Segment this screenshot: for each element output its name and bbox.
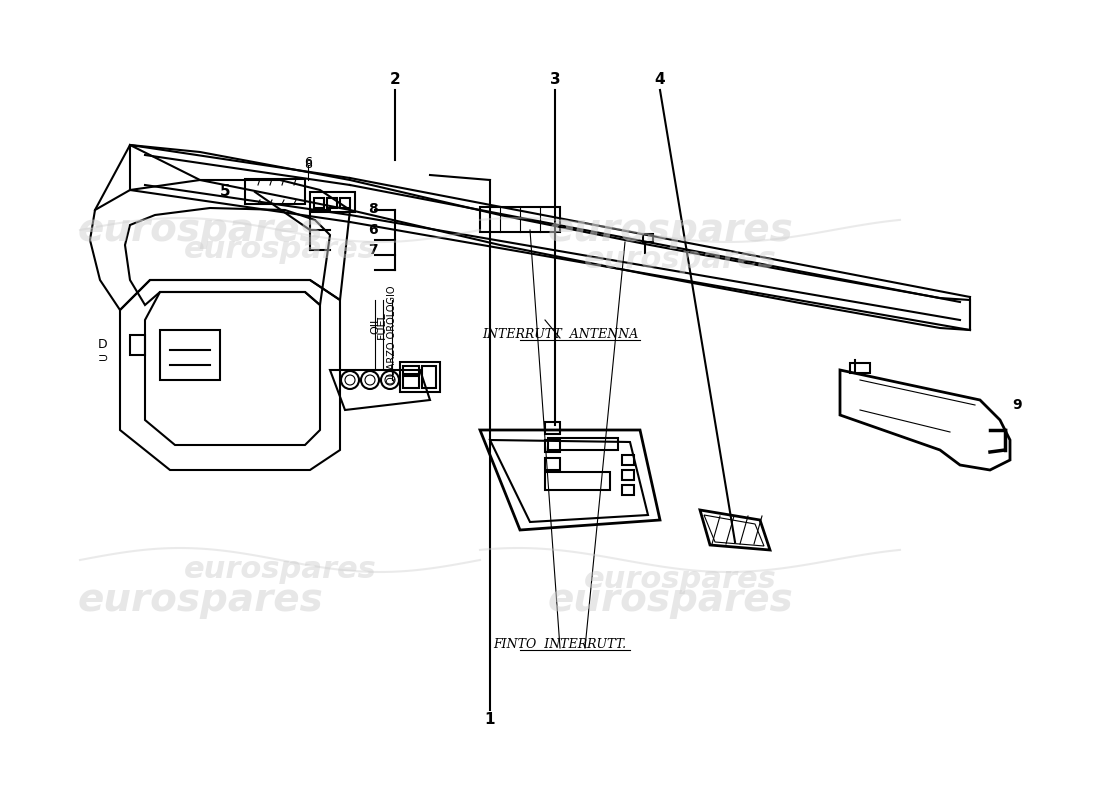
Text: 5: 5 bbox=[220, 185, 230, 199]
Text: QUARZO OROLOGIO: QUARZO OROLOGIO bbox=[387, 286, 397, 384]
Text: eurospares: eurospares bbox=[547, 211, 793, 249]
Text: FINTO  INTERRUTT.: FINTO INTERRUTT. bbox=[494, 638, 627, 651]
Text: 6: 6 bbox=[304, 155, 312, 169]
Text: eurospares: eurospares bbox=[584, 566, 777, 594]
Text: eurospares: eurospares bbox=[77, 211, 323, 249]
Text: 4: 4 bbox=[654, 73, 666, 87]
Text: eurospares: eurospares bbox=[547, 581, 793, 619]
Text: 9: 9 bbox=[1012, 398, 1022, 412]
Text: eurospares: eurospares bbox=[584, 246, 777, 274]
Text: eurospares: eurospares bbox=[77, 581, 323, 619]
Text: eurospares: eurospares bbox=[184, 555, 376, 585]
Text: INTERRUTT  ANTENNA: INTERRUTT ANTENNA bbox=[482, 329, 638, 342]
Text: 3: 3 bbox=[550, 73, 560, 87]
Text: 6: 6 bbox=[368, 223, 377, 237]
Text: FUEL: FUEL bbox=[377, 311, 387, 339]
Text: 1: 1 bbox=[485, 713, 495, 727]
Text: ⊃: ⊃ bbox=[98, 351, 108, 365]
Text: 2: 2 bbox=[389, 73, 400, 87]
Text: OIL: OIL bbox=[370, 316, 379, 334]
Text: eurospares: eurospares bbox=[184, 235, 376, 265]
Text: D: D bbox=[98, 338, 108, 351]
Text: 8: 8 bbox=[304, 158, 312, 170]
Text: 8: 8 bbox=[368, 202, 377, 216]
Text: 7: 7 bbox=[368, 243, 377, 257]
